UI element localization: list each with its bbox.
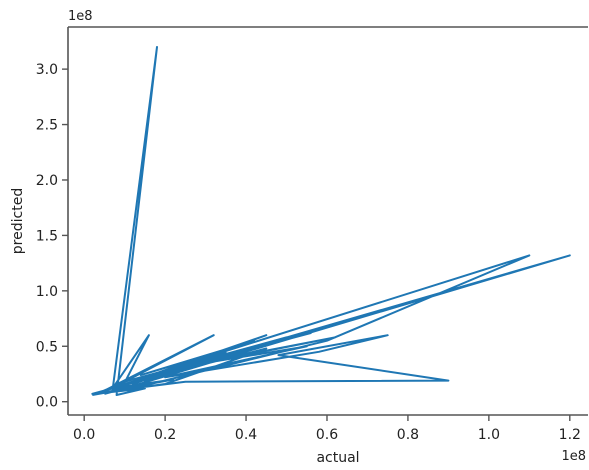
y-tick-label: 1.0 bbox=[36, 284, 58, 300]
x-tick-label: 0.2 bbox=[154, 427, 176, 443]
y-tick-label: 2.0 bbox=[36, 173, 58, 189]
x-axis-offset-label: 1e8 bbox=[561, 449, 586, 464]
y-tick-label: 0.5 bbox=[36, 339, 58, 355]
y-tick-label: 0.0 bbox=[36, 395, 58, 411]
y-axis-offset-label: 1e8 bbox=[68, 9, 93, 24]
x-tick-label: 0.4 bbox=[235, 427, 257, 443]
x-tick-label: 0.8 bbox=[397, 427, 419, 443]
y-axis-label: predicted bbox=[10, 188, 26, 254]
x-tick-label: 1.0 bbox=[478, 427, 500, 443]
x-tick-label: 0.0 bbox=[73, 427, 95, 443]
y-tick-label: 1.5 bbox=[36, 228, 58, 244]
x-axis-label: actual bbox=[316, 450, 359, 466]
x-tick-label: 0.6 bbox=[316, 427, 338, 443]
x-tick-label: 1.2 bbox=[559, 427, 581, 443]
series-line-0 bbox=[91, 46, 571, 396]
data-lines bbox=[91, 46, 571, 396]
y-tick-label: 2.5 bbox=[36, 118, 58, 134]
axes: 0.0 0.2 0.4 0.6 0.8 1.0 1.2 0.0 0.5 1.0 1.5 2.0 2.5 3… bbox=[36, 26, 588, 443]
y-tick-label: 3.0 bbox=[36, 62, 58, 78]
